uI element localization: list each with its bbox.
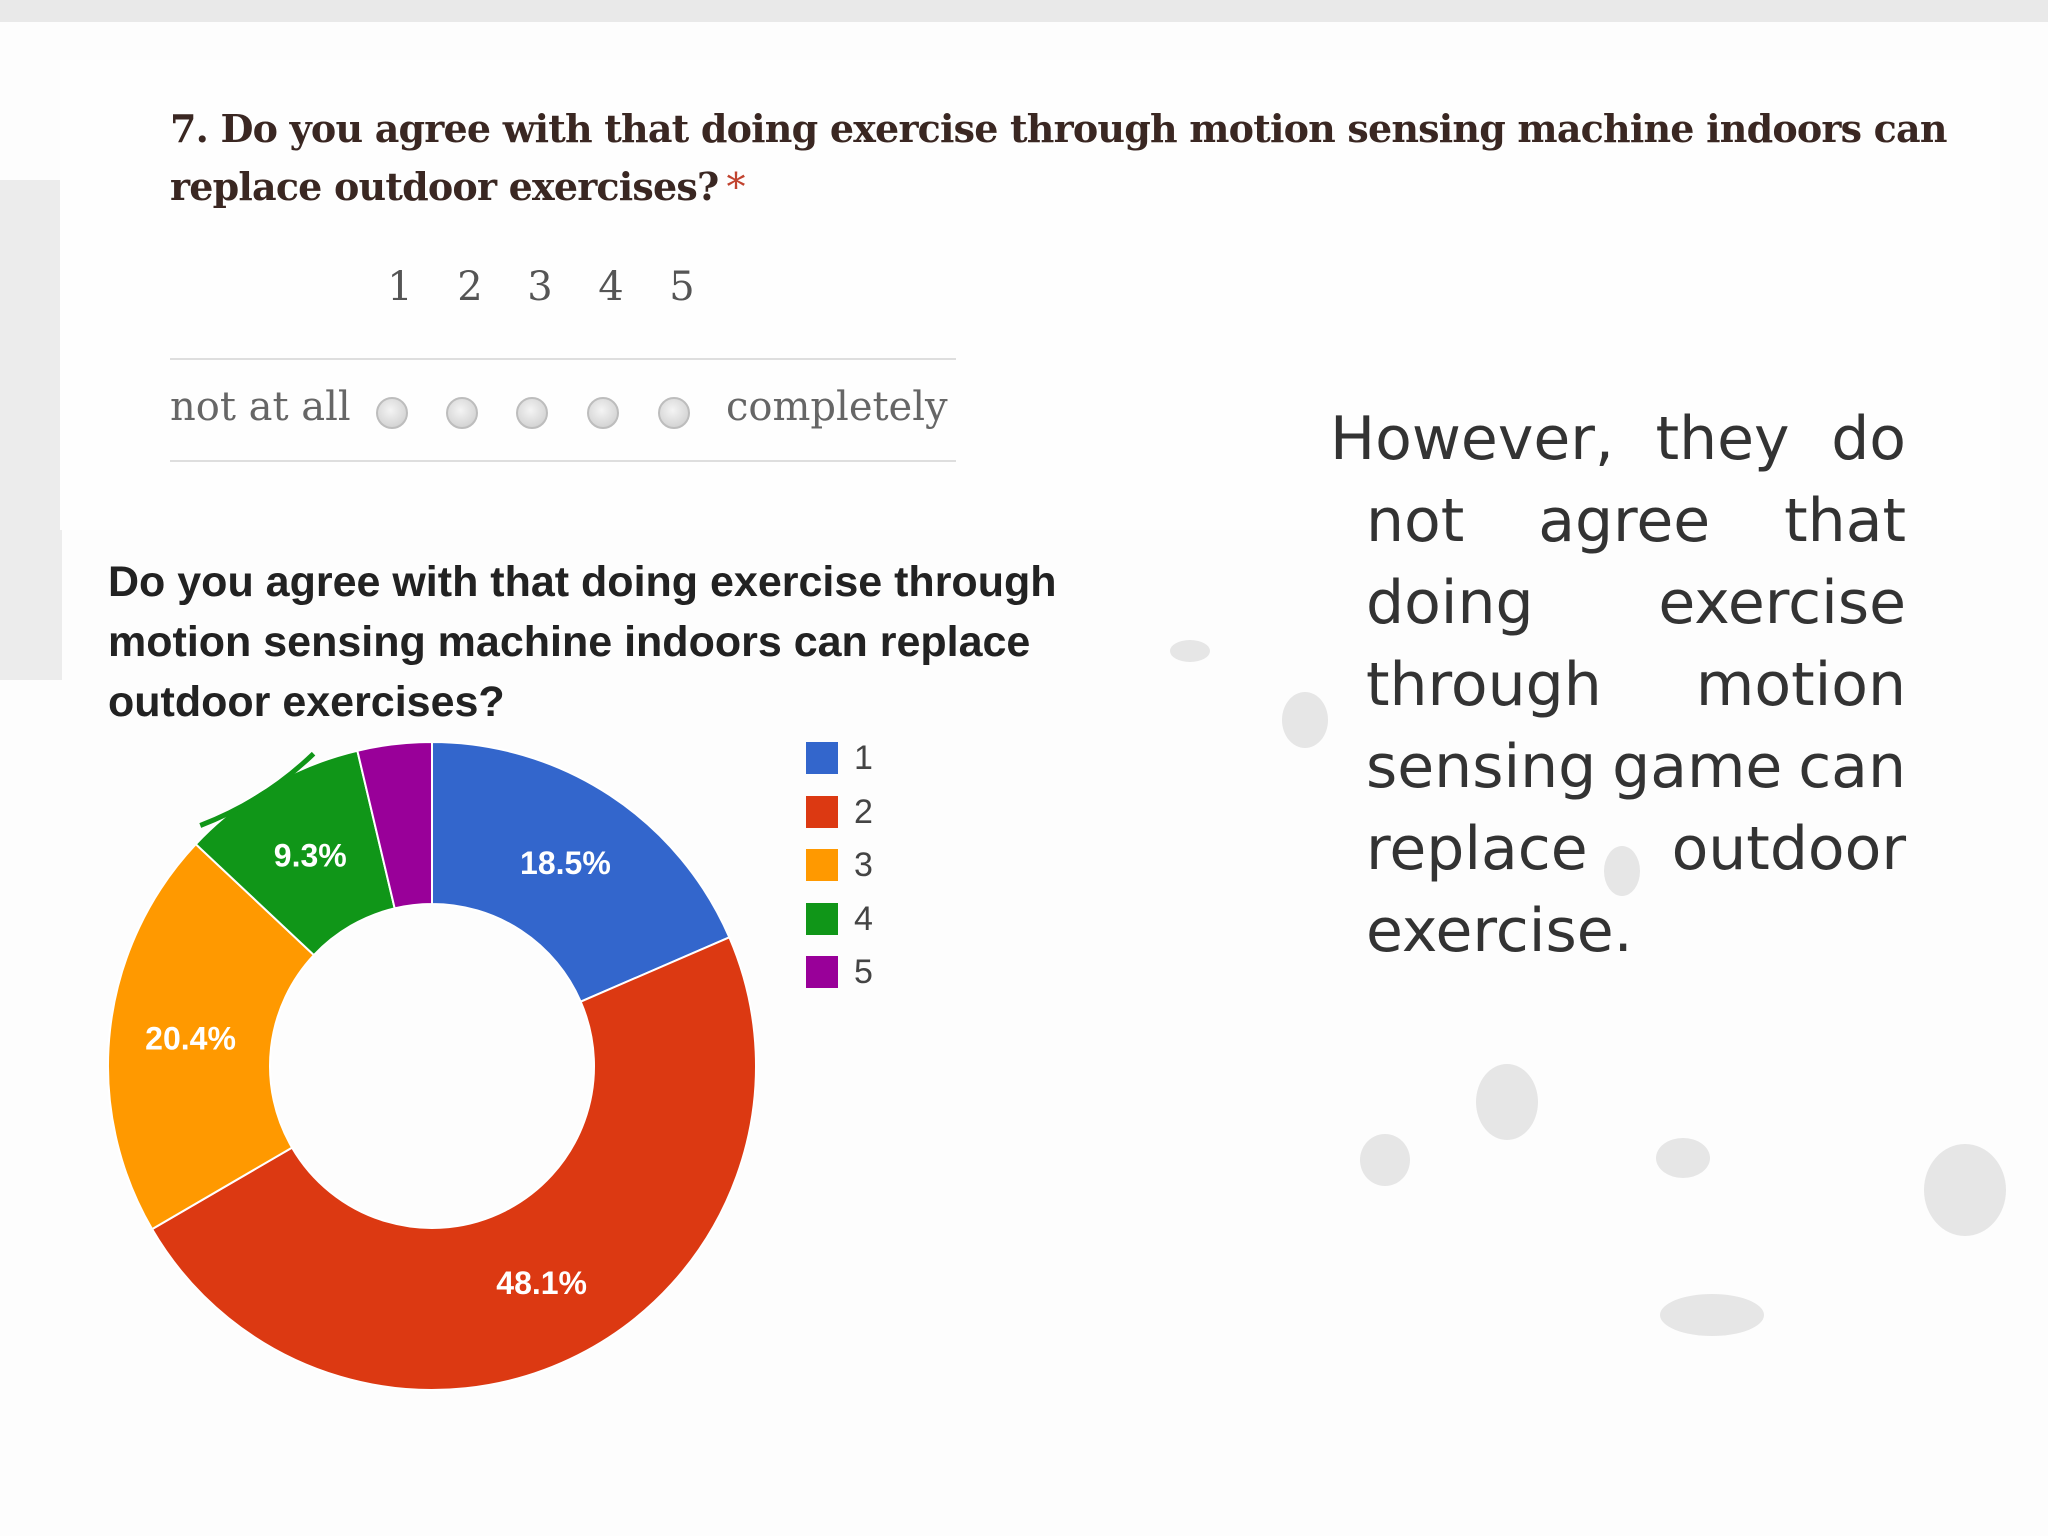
donut-slice-1[interactable] (431, 740, 731, 1003)
comment-word: exercise. (1366, 896, 1633, 966)
comment-word: game (1612, 732, 1783, 802)
legend-swatch-2 (806, 795, 838, 828)
comment-word: exercise (1658, 568, 1906, 638)
radio-option-2[interactable] (446, 397, 478, 429)
legend-label-1: 1 (854, 739, 873, 777)
legend-label-5: 5 (854, 953, 873, 991)
paint-speck (1476, 1064, 1538, 1140)
comment-text: However, they do not agree that doing exercise t… (1330, 398, 1906, 972)
slide-top-edge (0, 0, 2048, 22)
comment-word: not (1366, 486, 1465, 556)
form-question-text: 7. Do you agree with that doing exercise… (170, 106, 1947, 209)
scale-number-5: 5 (669, 264, 695, 310)
scale-number-2: 2 (457, 264, 483, 310)
form-question-card (60, 60, 2000, 530)
slice-label-2: 48.1% (496, 1265, 587, 1301)
comment-word: doing (1366, 568, 1534, 638)
radio-option-5[interactable] (658, 397, 690, 429)
slice-label-3: 20.4% (145, 1021, 236, 1057)
radio-option-3[interactable] (516, 397, 548, 429)
scale-divider-top (170, 358, 956, 360)
donut-slice-3[interactable] (107, 842, 316, 1231)
scale-high-label: completely (726, 384, 948, 430)
paint-speck (1170, 640, 1210, 662)
comment-word: can (1798, 732, 1906, 802)
comment-line: not agree that (1330, 480, 1906, 562)
scale-divider-bottom (170, 460, 956, 462)
comment-line: sensing game can (1330, 726, 1906, 808)
scale-number-4: 4 (598, 264, 624, 310)
legend-label-4: 4 (854, 899, 873, 938)
paint-speck (1360, 1134, 1410, 1186)
chart-title: Do you agree with that doing exercise th… (108, 558, 1057, 726)
comment-line: However, they do (1330, 398, 1906, 480)
paint-speck (1604, 846, 1640, 896)
legend-swatch-5 (806, 956, 838, 988)
legend-swatch-1 (806, 742, 838, 774)
legend-swatch-4 (806, 902, 838, 935)
comment-word: they (1655, 404, 1790, 474)
paint-speck (1924, 1144, 2006, 1236)
slice-label-1: 18.5% (520, 845, 611, 881)
scale-low-label: not at all (170, 384, 351, 430)
scale-number-3: 3 (527, 264, 553, 310)
scale-number-1: 1 (387, 264, 413, 310)
slide-left-edge (0, 180, 62, 680)
comment-word: through (1366, 650, 1602, 720)
paint-speck (1656, 1138, 1710, 1178)
radio-option-4[interactable] (587, 397, 619, 429)
slice-label-4: 9.3% (274, 838, 347, 874)
comment-word: that (1784, 486, 1906, 556)
comment-line: through motion (1330, 644, 1906, 726)
comment-line: exercise. (1330, 890, 1906, 972)
comment-line: replace outdoor (1330, 808, 1906, 890)
comment-word: replace (1366, 814, 1588, 884)
comment-word: outdoor (1671, 814, 1906, 884)
paint-speck (1282, 692, 1328, 748)
paint-speck (1660, 1294, 1764, 1336)
comment-word: motion (1695, 650, 1906, 720)
comment-word: However, (1330, 404, 1614, 474)
donut-slice-5[interactable] (356, 740, 433, 910)
donut-slice-2[interactable] (150, 936, 757, 1391)
comment-line: doing exercise (1330, 562, 1906, 644)
comment-word: sensing (1366, 732, 1597, 802)
required-marker: * (726, 165, 745, 209)
legend-swatch-3 (806, 849, 838, 881)
slice-hover-outline (199, 751, 316, 828)
legend-label-2: 2 (854, 792, 873, 831)
comment-word: do (1831, 404, 1906, 474)
legend-label-3: 3 (854, 846, 873, 884)
comment-word: agree (1538, 486, 1711, 556)
radio-option-1[interactable] (376, 397, 408, 429)
form-question: 7. Do you agree with that doing exercise… (170, 100, 1990, 216)
